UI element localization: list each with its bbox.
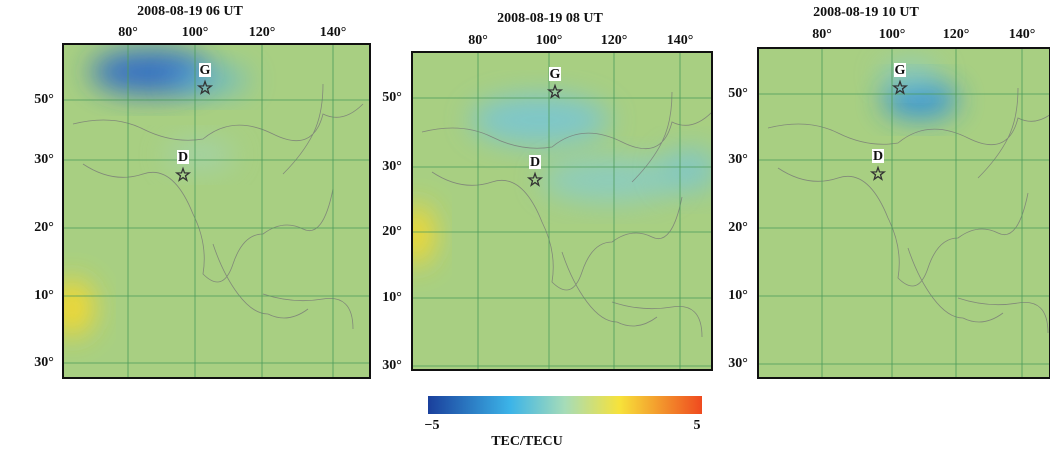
lon-label: 100° — [879, 27, 906, 42]
lat-label: 30° — [34, 152, 54, 167]
station-marker — [174, 166, 192, 182]
map-frame — [411, 51, 713, 371]
lat-label: 10° — [728, 288, 748, 303]
panel-title: 2008-08-19 10 UT — [813, 5, 919, 20]
panel-title: 2008-08-19 06 UT — [137, 4, 243, 19]
lat-label: 20° — [34, 220, 54, 235]
tec-anomaly — [470, 95, 610, 145]
lon-label: 80° — [812, 27, 832, 42]
coastline — [72, 83, 364, 330]
map-area — [412, 52, 712, 370]
lat-label: 50° — [34, 92, 54, 107]
map-panel: 2008-08-19 08 UT 80° 100° 120° 140° 50° 30° 20°… — [382, 11, 713, 373]
lon-label: 120° — [249, 25, 276, 40]
lat-label: 20° — [382, 224, 402, 239]
station-marker — [196, 79, 214, 95]
lon-label: 140° — [667, 33, 694, 48]
station-marker — [891, 79, 909, 95]
lon-label: 120° — [601, 33, 628, 48]
lat-label: 10° — [382, 290, 402, 305]
map-area — [758, 48, 1050, 378]
tec-anomaly — [165, 140, 235, 170]
lat-label: 50° — [382, 90, 402, 105]
colorbar-title: TEC/TECU — [491, 434, 563, 449]
station-label-bg — [529, 155, 541, 169]
tec-anomaly — [63, 280, 94, 336]
station-label-bg — [549, 67, 561, 81]
station-label-bg — [872, 149, 884, 163]
colorbar-min: −5 — [425, 418, 440, 433]
station-label: D — [530, 155, 540, 170]
tec-anomaly — [660, 148, 712, 192]
colorbar-max: 5 — [694, 418, 701, 433]
lon-label: 140° — [1009, 27, 1036, 42]
lon-label: 100° — [536, 33, 563, 48]
station-label: G — [895, 63, 906, 78]
lat-label: 30° — [34, 355, 54, 370]
station-label: G — [200, 63, 211, 78]
map-area — [63, 44, 370, 378]
station-label: D — [178, 150, 188, 165]
lat-label: 30° — [728, 356, 748, 371]
lon-label: 100° — [182, 25, 209, 40]
station-marker — [546, 83, 564, 99]
map-frame — [62, 43, 371, 379]
coastline — [767, 87, 1050, 334]
lon-label: 120° — [943, 27, 970, 42]
tec-anomaly — [540, 158, 680, 202]
station-label: G — [550, 67, 561, 82]
tec-anomaly — [170, 65, 250, 95]
station-label-bg — [177, 150, 189, 164]
coastline — [421, 91, 712, 338]
station-label-bg — [894, 63, 906, 77]
lat-label: 50° — [728, 86, 748, 101]
colorbar — [428, 396, 702, 414]
lon-label: 80° — [468, 33, 488, 48]
lat-label: 20° — [728, 220, 748, 235]
tec-anomaly — [412, 205, 434, 265]
station-label-bg — [199, 63, 211, 77]
lat-label: 30° — [382, 159, 402, 174]
lon-label: 140° — [320, 25, 347, 40]
station-marker — [526, 171, 544, 187]
lon-label: 80° — [118, 25, 138, 40]
lat-label: 30° — [382, 358, 402, 373]
map-panel: 2008-08-19 06 UT 80° 100° 120° 140° 50° 30° 20°… — [34, 4, 371, 379]
map-panel: 2008-08-19 10 UT 80° 100° 120° 140° 50° 30° 20°… — [728, 5, 1050, 379]
station-marker — [869, 165, 887, 181]
lat-label: 30° — [728, 152, 748, 167]
panel-title: 2008-08-19 08 UT — [497, 11, 603, 26]
station-label: D — [873, 149, 883, 164]
map-frame — [757, 47, 1050, 379]
tec-anomaly — [880, 61, 940, 89]
lat-label: 10° — [34, 288, 54, 303]
